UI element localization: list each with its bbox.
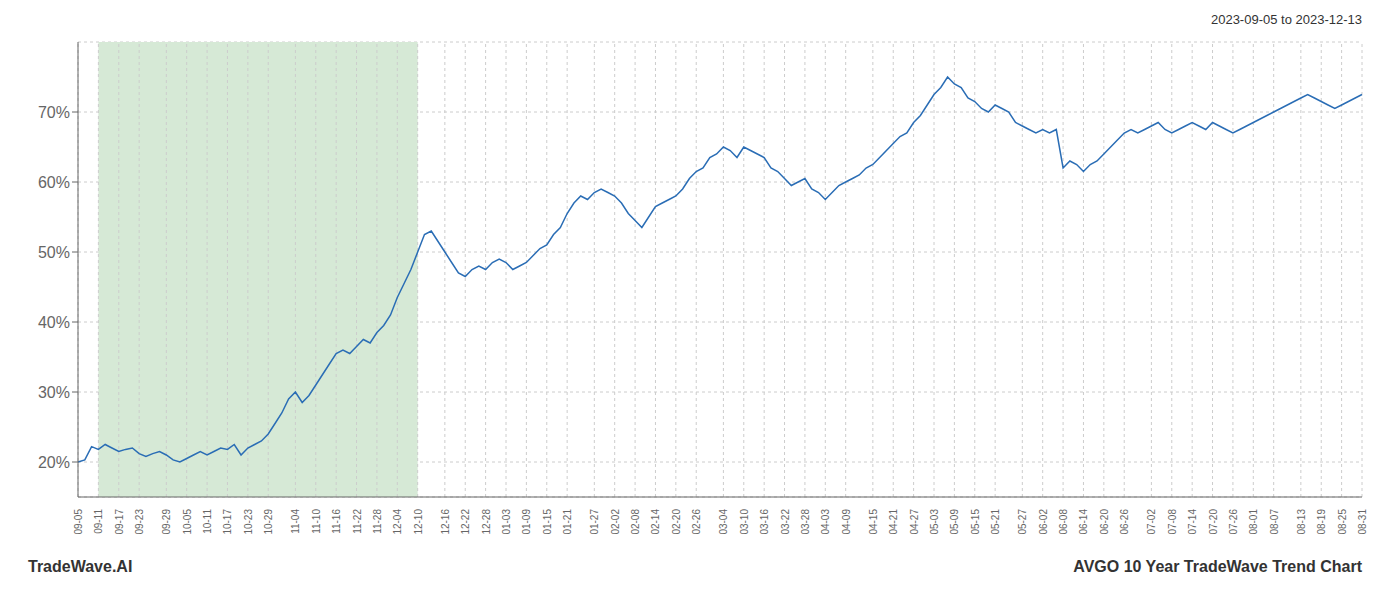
svg-text:09-17: 09-17	[114, 509, 125, 535]
svg-text:50%: 50%	[38, 244, 70, 261]
svg-text:02-26: 02-26	[691, 509, 702, 535]
svg-text:05-09: 05-09	[949, 509, 960, 535]
svg-text:03-22: 03-22	[780, 509, 791, 535]
svg-text:12-10: 12-10	[413, 509, 424, 535]
html-text:2023-09-05 to 2023-12-13: 2023-09-05 to 2023-12-13	[1210, 12, 1362, 27]
svg-text:03-04: 03-04	[718, 509, 729, 535]
svg-text:04-15: 04-15	[868, 509, 879, 535]
svg-text:01-09: 01-09	[521, 509, 532, 535]
svg-text:07-08: 07-08	[1167, 509, 1178, 535]
svg-text:08-25: 08-25	[1337, 509, 1348, 535]
svg-text:09-11: 09-11	[93, 509, 104, 534]
svg-text:05-03: 05-03	[929, 509, 940, 535]
svg-text:12-16: 12-16	[440, 509, 451, 535]
svg-text:11-10: 11-10	[311, 509, 322, 534]
svg-text:04-09: 04-09	[841, 509, 852, 535]
svg-text:40%: 40%	[38, 314, 70, 331]
svg-text:06-14: 06-14	[1078, 509, 1089, 535]
svg-text:01-03: 01-03	[501, 509, 512, 535]
svg-text:70%: 70%	[38, 104, 70, 121]
svg-text:07-02: 07-02	[1146, 509, 1157, 535]
svg-text:07-14: 07-14	[1187, 509, 1198, 535]
svg-text:30%: 30%	[38, 384, 70, 401]
svg-text:08-07: 08-07	[1269, 509, 1280, 535]
svg-text:12-04: 12-04	[392, 509, 403, 535]
svg-text:06-20: 06-20	[1099, 509, 1110, 535]
svg-text:20%: 20%	[38, 454, 70, 471]
svg-text:05-27: 05-27	[1017, 509, 1028, 535]
svg-text:02-08: 02-08	[630, 509, 641, 535]
svg-text:11-28: 11-28	[372, 509, 383, 534]
html-text:TradeWave.AI: TradeWave.AI	[28, 558, 133, 575]
svg-text:04-21: 04-21	[888, 509, 899, 535]
svg-text:04-03: 04-03	[820, 509, 831, 535]
svg-text:01-27: 01-27	[589, 509, 600, 535]
svg-text:10-17: 10-17	[222, 509, 233, 535]
svg-text:11-22: 11-22	[352, 509, 363, 534]
svg-text:11-16: 11-16	[331, 509, 342, 534]
svg-text:06-26: 06-26	[1119, 509, 1130, 535]
svg-text:08-31: 08-31	[1357, 509, 1368, 535]
svg-text:09-05: 09-05	[73, 509, 84, 535]
svg-text:12-22: 12-22	[460, 509, 471, 535]
svg-text:08-01: 08-01	[1248, 509, 1259, 535]
svg-text:60%: 60%	[38, 174, 70, 191]
svg-text:12-28: 12-28	[481, 509, 492, 535]
svg-text:05-21: 05-21	[990, 509, 1001, 535]
svg-text:04-27: 04-27	[909, 509, 920, 535]
svg-text:09-29: 09-29	[161, 509, 172, 535]
svg-text:06-08: 06-08	[1058, 509, 1069, 535]
svg-text:08-13: 08-13	[1296, 509, 1307, 535]
svg-text:10-29: 10-29	[263, 509, 274, 535]
svg-text:11-04: 11-04	[290, 509, 301, 534]
svg-text:05-15: 05-15	[970, 509, 981, 535]
svg-text:03-10: 03-10	[739, 509, 750, 535]
svg-text:02-14: 02-14	[650, 509, 661, 535]
svg-text:10-11: 10-11	[202, 509, 213, 534]
svg-text:01-15: 01-15	[542, 509, 553, 535]
html-text:AVGO 10 Year TradeWave Trend C: AVGO 10 Year TradeWave Trend Chart	[1073, 558, 1362, 575]
svg-text:10-05: 10-05	[182, 509, 193, 535]
svg-text:03-16: 03-16	[759, 509, 770, 535]
svg-text:01-21: 01-21	[562, 509, 573, 535]
svg-text:10-23: 10-23	[243, 509, 254, 535]
svg-text:07-20: 07-20	[1208, 509, 1219, 535]
svg-text:02-02: 02-02	[610, 509, 621, 535]
svg-text:02-20: 02-20	[671, 509, 682, 535]
svg-text:09-23: 09-23	[134, 509, 145, 535]
svg-text:03-28: 03-28	[800, 509, 811, 535]
svg-text:08-19: 08-19	[1316, 509, 1327, 535]
svg-text:07-26: 07-26	[1228, 509, 1239, 535]
svg-text:06-02: 06-02	[1038, 509, 1049, 535]
